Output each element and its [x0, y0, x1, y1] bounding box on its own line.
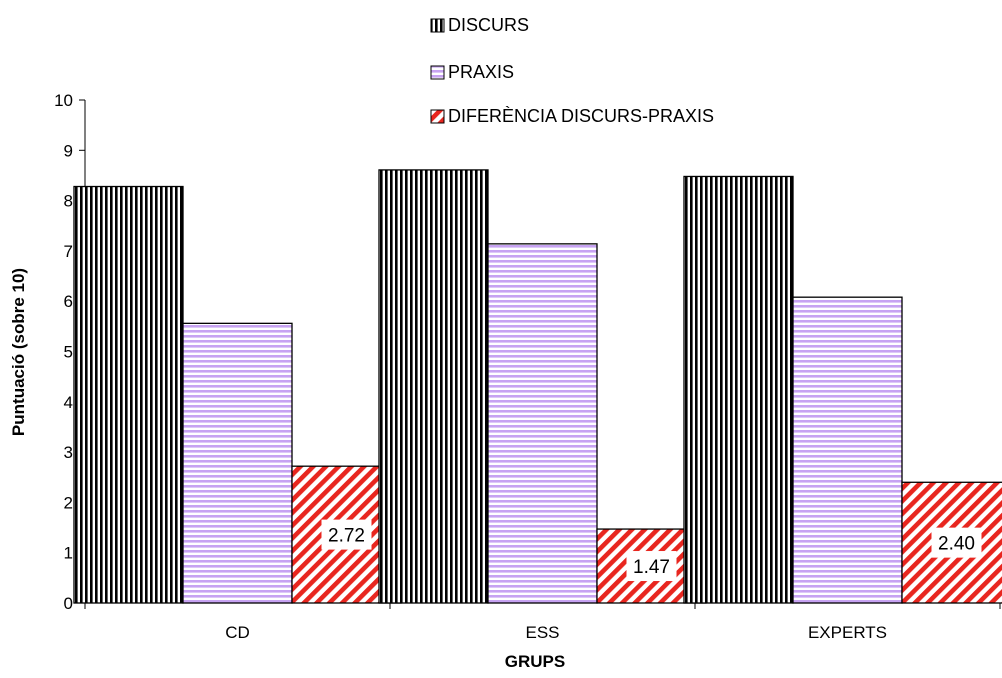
data-label-box [931, 527, 982, 558]
y-tick-label: 9 [64, 141, 73, 160]
y-tick-label: 5 [64, 343, 73, 362]
y-tick-label: 10 [54, 91, 73, 110]
data-label-box [626, 551, 677, 582]
legend-label: DIFERÈNCIA DISCURS-PRAXIS [448, 106, 714, 126]
data-label-box [321, 519, 372, 550]
bars [73, 169, 1002, 604]
legend-label: PRAXIS [448, 62, 514, 82]
data-label: 1.47 [633, 557, 670, 578]
data-labels: 2.72 1.47 2.40 [321, 519, 982, 582]
legend-swatch [430, 65, 445, 80]
data-label: 2.40 [938, 534, 975, 555]
x-tick-label: EXPERTS [808, 623, 887, 642]
bar-horizontal-ess [487, 243, 598, 604]
bar-horizontal-experts [792, 296, 903, 604]
bar-vertical-cd [73, 185, 184, 604]
y-tick-label: 1 [64, 544, 73, 563]
y-tick-label: 7 [64, 242, 73, 261]
y-tick-label: 0 [64, 594, 73, 613]
x-tick-label: ESS [525, 623, 559, 642]
x-tick-label: CD [225, 623, 250, 642]
y-tick-label: 4 [64, 393, 73, 412]
data-label: 2.72 [328, 526, 365, 547]
bar-horizontal-cd [182, 322, 293, 604]
bar-vertical-experts [683, 175, 794, 604]
x-axis: CD ESS EXPERTS [84, 602, 1001, 642]
y-axis-title: Puntuació (sobre 10) [9, 268, 28, 436]
y-tick-label: 8 [64, 192, 73, 211]
x-axis-title: GRUPS [505, 652, 565, 671]
legend-swatch [430, 18, 445, 33]
legend-swatch [430, 109, 445, 124]
y-tick-label: 2 [64, 493, 73, 512]
bar-vertical-ess [378, 169, 489, 604]
y-tick-label: 6 [64, 292, 73, 311]
legend-label: DISCURS [448, 15, 529, 35]
legend: DISCURS PRAXIS DIFERÈNCIA DISCURS-PRAXIS [430, 15, 714, 126]
y-tick-label: 3 [64, 443, 73, 462]
